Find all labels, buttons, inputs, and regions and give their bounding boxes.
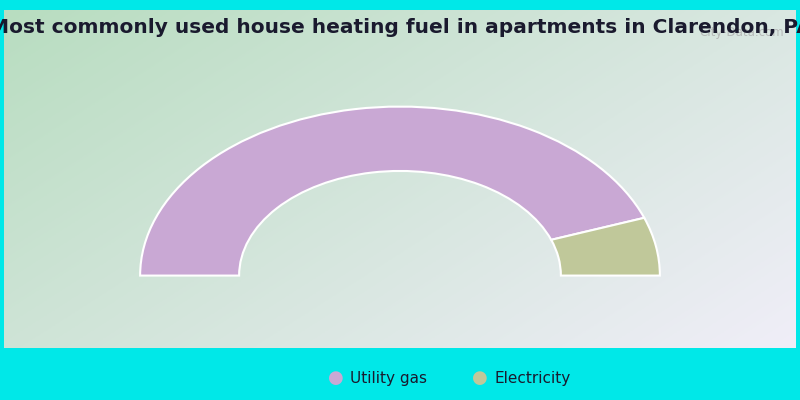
Text: Most commonly used house heating fuel in apartments in Clarendon, PA: Most commonly used house heating fuel in… (0, 18, 800, 37)
Text: City-Data.com: City-Data.com (699, 26, 784, 39)
Text: ●: ● (328, 369, 344, 387)
Text: Electricity: Electricity (494, 370, 570, 386)
Text: Utility gas: Utility gas (350, 370, 427, 386)
Wedge shape (551, 218, 660, 276)
Wedge shape (140, 106, 644, 276)
Text: ●: ● (472, 369, 488, 387)
